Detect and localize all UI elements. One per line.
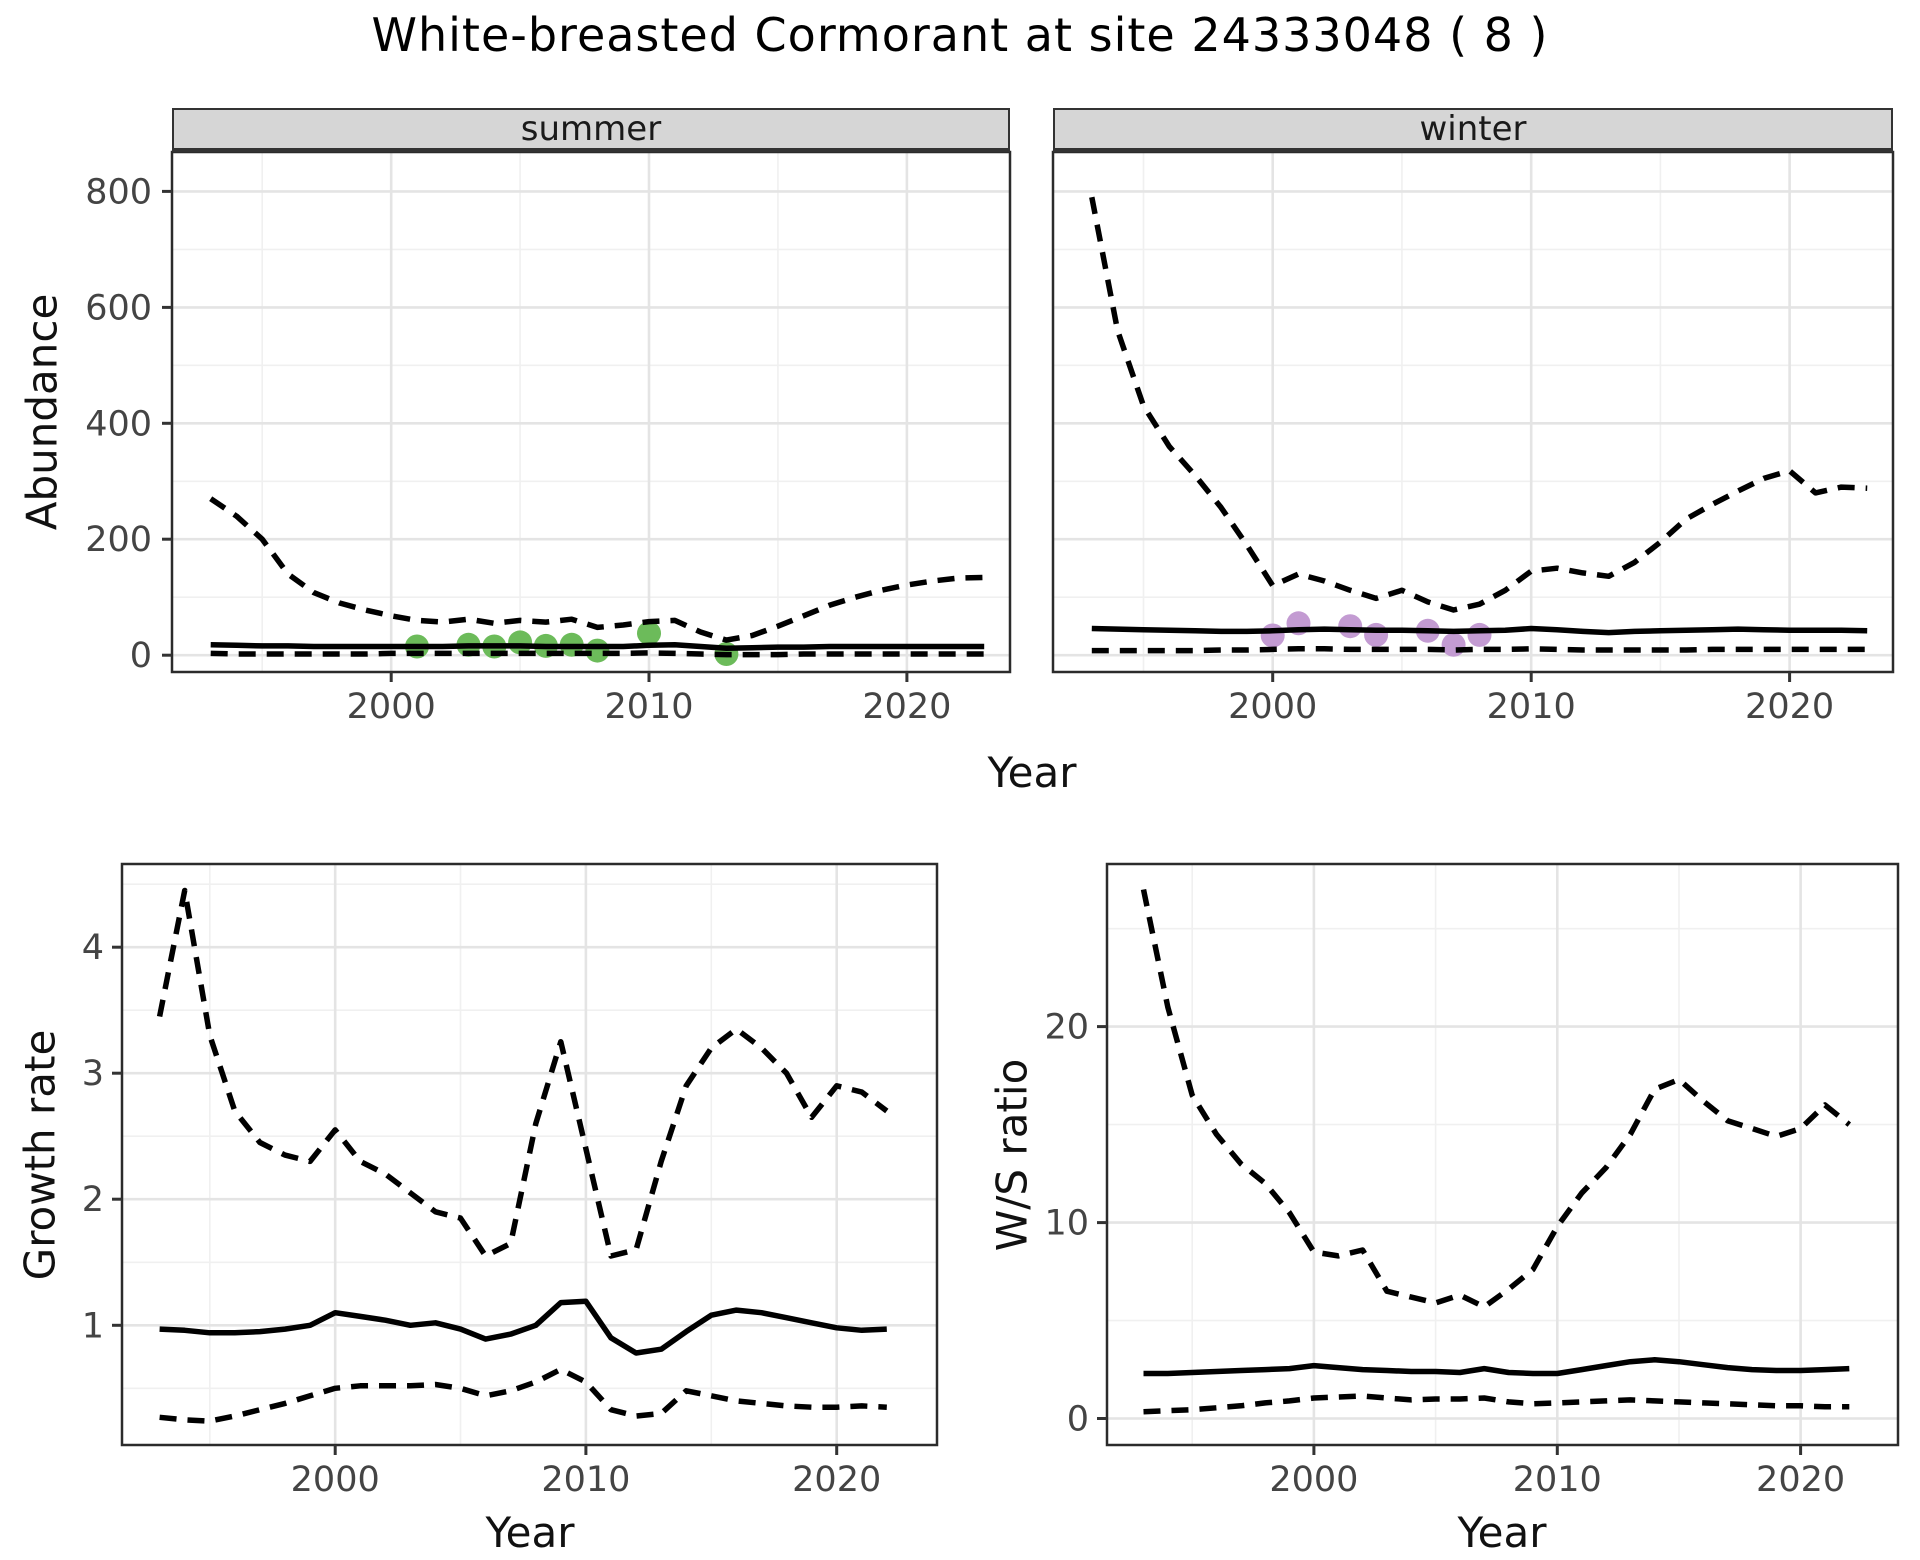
panel-border xyxy=(170,150,1012,674)
x-tick-label: 2020 xyxy=(1745,687,1834,727)
series-line-median xyxy=(1091,625,1868,636)
series-line-median xyxy=(210,642,985,651)
x-tick-label: 2010 xyxy=(1513,1460,1602,1500)
data-point-observed-counts xyxy=(1441,632,1466,657)
y-tick-label: 0 xyxy=(130,636,152,676)
y-tick-label: 10 xyxy=(1044,1204,1089,1244)
facet-strip-winter-label: winter xyxy=(1419,109,1527,149)
panel-abundance-summer: 2000 2010 2020 0 200 400 600 800 xyxy=(85,150,1012,727)
series-line-upper_ci xyxy=(156,887,889,1259)
data-point-observed-counts xyxy=(637,621,661,646)
y-tick-label: 3 xyxy=(82,1054,104,1094)
series-line-upper_ci xyxy=(1140,888,1852,1310)
x-tick-label: 2000 xyxy=(291,1460,380,1500)
panel-border xyxy=(120,862,939,1447)
data-point-observed-counts xyxy=(1338,614,1363,639)
y-tick-label: 600 xyxy=(85,288,152,328)
facet-strip-winter: winter xyxy=(1053,108,1893,152)
data-point-observed-counts xyxy=(1364,622,1389,647)
x-tick-label: 2020 xyxy=(862,687,951,727)
y-tick-label: 0 xyxy=(1067,1400,1089,1440)
panel-background xyxy=(172,152,1010,672)
panel-border xyxy=(1051,150,1895,674)
series-line-median xyxy=(159,1298,887,1356)
x-axis-title-year-ws: Year xyxy=(1457,1508,1547,1557)
panel-border xyxy=(1105,862,1900,1447)
x-tick-label: 2010 xyxy=(541,1460,630,1500)
y-tick-label: 1 xyxy=(82,1306,104,1346)
panel-background xyxy=(1107,864,1898,1445)
data-point-observed-counts xyxy=(1467,622,1492,647)
chart-title: White-breasted Cormorant at site 2433304… xyxy=(371,8,1549,62)
x-axis-title-year-top: Year xyxy=(987,748,1077,797)
x-axis-title-year-growth: Year xyxy=(485,1508,575,1557)
panel-growth-rate: 2000 2010 2020 1 2 3 4 xyxy=(82,862,939,1500)
y-tick-label: 800 xyxy=(85,172,152,212)
series-line-lower_ci xyxy=(1091,646,1868,654)
y-tick-label: 20 xyxy=(1044,1008,1089,1048)
y-tick-label: 200 xyxy=(85,520,152,560)
series-line-lower_ci xyxy=(210,650,985,658)
y-tick-label: 4 xyxy=(82,928,104,968)
x-tick-label: 2000 xyxy=(1228,687,1317,727)
series-line-upper_ci xyxy=(209,496,985,643)
y-axis-title-ws-ratio: W/S ratio xyxy=(987,1058,1037,1252)
x-tick-label: 2010 xyxy=(604,687,693,727)
series-line-lower_ci xyxy=(1143,1393,1850,1415)
data-point-observed-counts xyxy=(585,638,610,663)
panel-background xyxy=(122,864,937,1445)
series-line-lower_ci xyxy=(159,1366,887,1424)
facet-strip-summer-label: summer xyxy=(520,109,662,149)
x-tick-label: 2020 xyxy=(792,1460,881,1500)
y-axis-title-growth-rate: Growth rate xyxy=(15,1029,65,1281)
series-line-upper_ci xyxy=(1089,196,1868,613)
panel-background xyxy=(1053,152,1893,672)
panel-abundance-winter: 2000 2010 2020 xyxy=(1051,150,1895,727)
x-tick-label: 2010 xyxy=(1487,687,1576,727)
series-line-median xyxy=(1143,1357,1850,1377)
y-axis-title-abundance: Abundance xyxy=(17,293,67,531)
x-tick-label: 2020 xyxy=(1756,1460,1845,1500)
facet-strip-summer: summer xyxy=(172,108,1010,152)
data-point-observed-counts xyxy=(1260,623,1285,648)
y-tick-label: 2 xyxy=(82,1180,104,1220)
y-tick-label: 400 xyxy=(85,404,152,444)
x-tick-label: 2000 xyxy=(347,687,436,727)
panel-ws-ratio: 2000 2010 2020 0 10 20 xyxy=(1044,862,1900,1500)
x-tick-label: 2000 xyxy=(1269,1460,1358,1500)
